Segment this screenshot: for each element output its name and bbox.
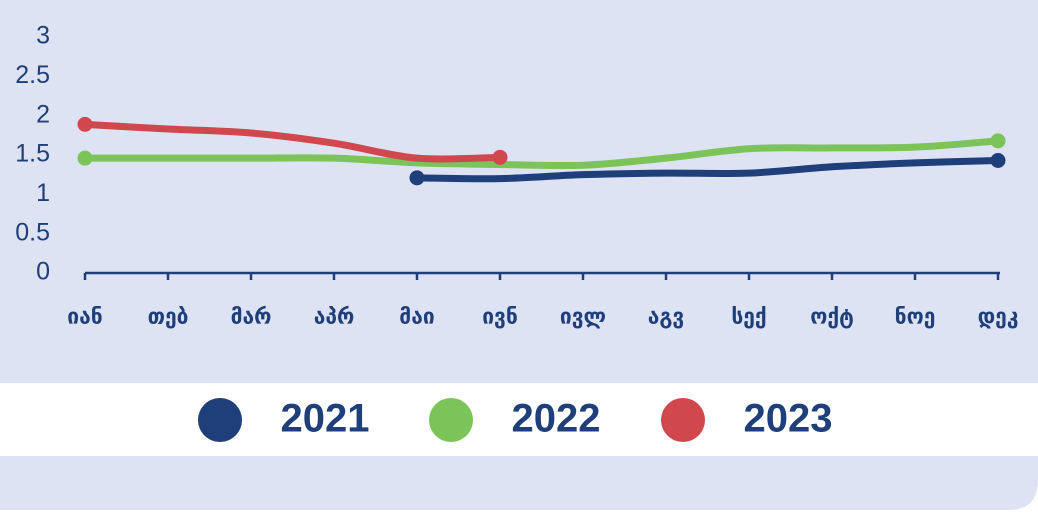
legend-label: 2023 bbox=[744, 397, 833, 441]
x-tick-label: აპრ bbox=[314, 306, 355, 329]
legend-label: 2022 bbox=[512, 397, 601, 441]
y-tick-label: 2.5 bbox=[15, 61, 50, 89]
x-tick-label: ივლ bbox=[560, 306, 606, 329]
x-tick-label: ივნ bbox=[482, 306, 518, 329]
end-marker bbox=[990, 153, 1006, 169]
end-marker bbox=[77, 150, 93, 166]
series-line bbox=[81, 137, 1002, 170]
x-tick-label: დეკ bbox=[978, 306, 1019, 329]
legend-marker bbox=[661, 398, 705, 442]
legend-marker bbox=[198, 398, 242, 442]
series-line bbox=[413, 157, 1002, 183]
end-marker bbox=[990, 133, 1006, 149]
y-tick-label: 0 bbox=[36, 258, 50, 286]
end-marker bbox=[492, 149, 508, 165]
legend-marker bbox=[429, 398, 473, 442]
x-tick-label: აგვ bbox=[648, 306, 685, 329]
x-tick-label: მაი bbox=[399, 306, 434, 329]
legend-label: 2021 bbox=[281, 397, 370, 441]
x-tick-label: იან bbox=[67, 306, 102, 329]
series-line bbox=[81, 120, 504, 163]
x-tick-label: მარ bbox=[231, 306, 272, 329]
end-marker bbox=[409, 170, 425, 186]
legend-band bbox=[0, 383, 1038, 456]
y-tick-label: 3 bbox=[36, 22, 50, 50]
y-tick-label: 0.5 bbox=[15, 218, 50, 246]
x-tick-label: ნოე bbox=[895, 306, 936, 329]
x-tick-label: თებ bbox=[148, 306, 189, 329]
y-tick-label: 1.5 bbox=[15, 140, 50, 168]
x-tick-label: სექ bbox=[731, 306, 766, 329]
y-tick-label: 1 bbox=[36, 179, 50, 207]
x-tick-label: ოქტ bbox=[810, 306, 854, 329]
end-marker bbox=[77, 116, 93, 132]
y-tick-label: 2 bbox=[36, 100, 50, 128]
